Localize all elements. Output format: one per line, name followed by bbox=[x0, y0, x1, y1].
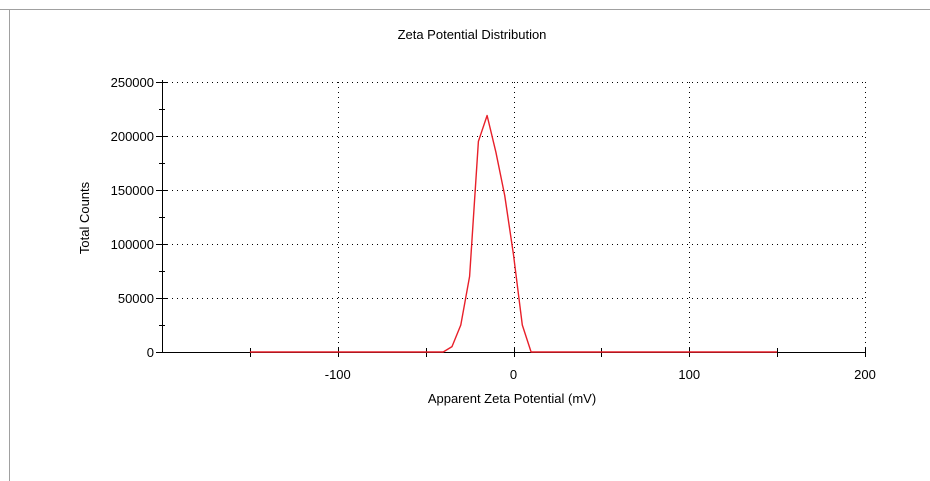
x-axis-label: Apparent Zeta Potential (mV) bbox=[428, 391, 596, 406]
x-tick-label: 200 bbox=[854, 367, 876, 382]
x-tick-label: 0 bbox=[510, 367, 517, 382]
y-tick-label: 250000 bbox=[111, 75, 154, 90]
chart-title: Zeta Potential Distribution bbox=[398, 27, 547, 42]
y-tick-label: 200000 bbox=[111, 129, 154, 144]
y-tick-label: 100000 bbox=[111, 237, 154, 252]
y-tick-label: 150000 bbox=[111, 183, 154, 198]
x-tick-label: -100 bbox=[325, 367, 351, 382]
axis-layer bbox=[156, 80, 866, 357]
x-tick-label: 100 bbox=[678, 367, 700, 382]
grid-layer bbox=[162, 82, 866, 352]
zeta-distribution-line bbox=[249, 114, 778, 353]
y-axis-label: Total Counts bbox=[77, 181, 92, 254]
label-layer: 0 50000 100000 150000 200000 250000 -100 0 100 20… bbox=[111, 75, 876, 382]
y-tick-label: 50000 bbox=[118, 291, 154, 306]
series-layer bbox=[249, 114, 778, 353]
y-tick-label: 0 bbox=[147, 345, 154, 360]
